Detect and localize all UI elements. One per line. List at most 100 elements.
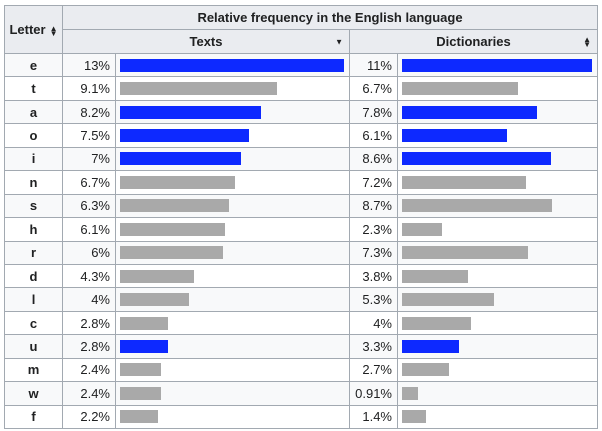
texts-bar: [120, 269, 194, 283]
texts-bar: [120, 175, 235, 189]
dict-bar-cell: [397, 334, 598, 359]
dict-percent: 1.4%: [349, 404, 398, 430]
texts-bar: [120, 316, 168, 330]
texts-bar: [120, 386, 161, 400]
dictionaries-header-label: Dictionaries: [436, 34, 511, 49]
texts-header-label: Texts: [189, 34, 223, 49]
frequency-table: Letter ▲ ▼ Relative frequency in the Engli…: [4, 5, 598, 430]
texts-bar-cell: [115, 287, 350, 312]
table-row: w 2.4% 0.91%: [4, 381, 598, 406]
dict-bar-cell: [397, 287, 598, 312]
texts-percent: 2.8%: [62, 310, 116, 336]
table-row: e 13% 11%: [4, 52, 598, 78]
dict-bar: [402, 105, 537, 119]
dict-bar-cell: [397, 310, 598, 336]
sort-both-icon[interactable]: ▲ ▼: [583, 34, 591, 49]
letter-cell: l: [4, 287, 63, 312]
letter-cell: f: [4, 404, 63, 430]
dict-percent: 7.3%: [349, 240, 398, 265]
texts-bar-cell: [115, 146, 350, 172]
dict-bar-cell: [397, 404, 598, 430]
texts-percent: 6%: [62, 240, 116, 265]
table-body: e 13% 11% t 9.1% 6.7% a 8.2% 7.8% o 7.5% 6.1% i 7% 8.6…: [4, 52, 598, 430]
dict-bar-cell: [397, 170, 598, 195]
dict-percent: 5.3%: [349, 287, 398, 312]
texts-percent: 4.3%: [62, 263, 116, 289]
letter-cell: i: [4, 146, 63, 172]
table-row: c 2.8% 4%: [4, 310, 598, 336]
texts-percent: 6.3%: [62, 193, 116, 219]
texts-percent: 7%: [62, 146, 116, 172]
texts-percent: 2.4%: [62, 357, 116, 383]
dictionaries-column-header[interactable]: Dictionaries ▲ ▼: [349, 29, 598, 54]
texts-bar: [120, 410, 158, 424]
letter-cell: a: [4, 99, 63, 125]
dict-percent: 11%: [349, 52, 398, 78]
table-row: t 9.1% 6.7%: [4, 76, 598, 101]
dict-bar-cell: [397, 240, 598, 265]
texts-percent: 2.2%: [62, 404, 116, 430]
dict-bar: [402, 199, 552, 213]
dict-bar-cell: [397, 123, 598, 148]
texts-percent: 9.1%: [62, 76, 116, 101]
dict-bar-cell: [397, 217, 598, 242]
texts-bar-cell: [115, 170, 350, 195]
dict-bar: [402, 293, 494, 307]
texts-bar-cell: [115, 193, 350, 219]
texts-percent: 2.4%: [62, 381, 116, 406]
dict-percent: 6.1%: [349, 123, 398, 148]
texts-bar: [120, 339, 168, 353]
dict-percent: 8.7%: [349, 193, 398, 219]
dict-bar: [402, 175, 526, 189]
sort-descending-icon[interactable]: ▼: [335, 37, 343, 46]
texts-bar-cell: [115, 123, 350, 148]
table-row: f 2.2% 1.4%: [4, 404, 598, 430]
dict-percent: 3.3%: [349, 334, 398, 359]
letter-cell: d: [4, 263, 63, 289]
table-row: r 6% 7.3%: [4, 240, 598, 265]
table-row: d 4.3% 3.8%: [4, 263, 598, 289]
texts-percent: 7.5%: [62, 123, 116, 148]
dict-bar-cell: [397, 263, 598, 289]
texts-bar: [120, 363, 161, 377]
sort-both-icon[interactable]: ▲ ▼: [49, 23, 58, 38]
dict-bar: [402, 82, 518, 96]
dict-bar: [402, 246, 528, 260]
table-row: u 2.8% 3.3%: [4, 334, 598, 359]
dict-bar-cell: [397, 357, 598, 383]
texts-bar-cell: [115, 334, 350, 359]
texts-bar-cell: [115, 217, 350, 242]
dict-bar: [402, 269, 468, 283]
letter-cell: c: [4, 310, 63, 336]
texts-column-header[interactable]: Texts ▼: [62, 29, 350, 54]
letter-cell: h: [4, 217, 63, 242]
texts-bar: [120, 129, 249, 143]
texts-bar-cell: [115, 357, 350, 383]
letter-cell: n: [4, 170, 63, 195]
dict-bar: [402, 222, 442, 236]
dict-bar: [402, 339, 459, 353]
table-row: i 7% 8.6%: [4, 146, 598, 172]
letter-column-header[interactable]: Letter ▲ ▼: [4, 5, 63, 54]
dict-bar: [402, 129, 507, 143]
texts-bar: [120, 246, 223, 260]
letter-cell: u: [4, 334, 63, 359]
texts-percent: 13%: [62, 52, 116, 78]
dict-bar: [402, 410, 426, 424]
texts-bar-cell: [115, 52, 350, 78]
texts-percent: 4%: [62, 287, 116, 312]
texts-bar-cell: [115, 240, 350, 265]
dict-percent: 0.91%: [349, 381, 398, 406]
letter-cell: e: [4, 52, 63, 78]
dict-percent: 2.3%: [349, 217, 398, 242]
texts-bar: [120, 152, 241, 166]
texts-bar-cell: [115, 404, 350, 430]
dict-percent: 7.2%: [349, 170, 398, 195]
dict-bar-cell: [397, 381, 598, 406]
texts-percent: 2.8%: [62, 334, 116, 359]
dict-percent: 7.8%: [349, 99, 398, 125]
texts-bar: [120, 199, 229, 213]
dict-bar-cell: [397, 99, 598, 125]
letter-cell: r: [4, 240, 63, 265]
letter-cell: s: [4, 193, 63, 219]
